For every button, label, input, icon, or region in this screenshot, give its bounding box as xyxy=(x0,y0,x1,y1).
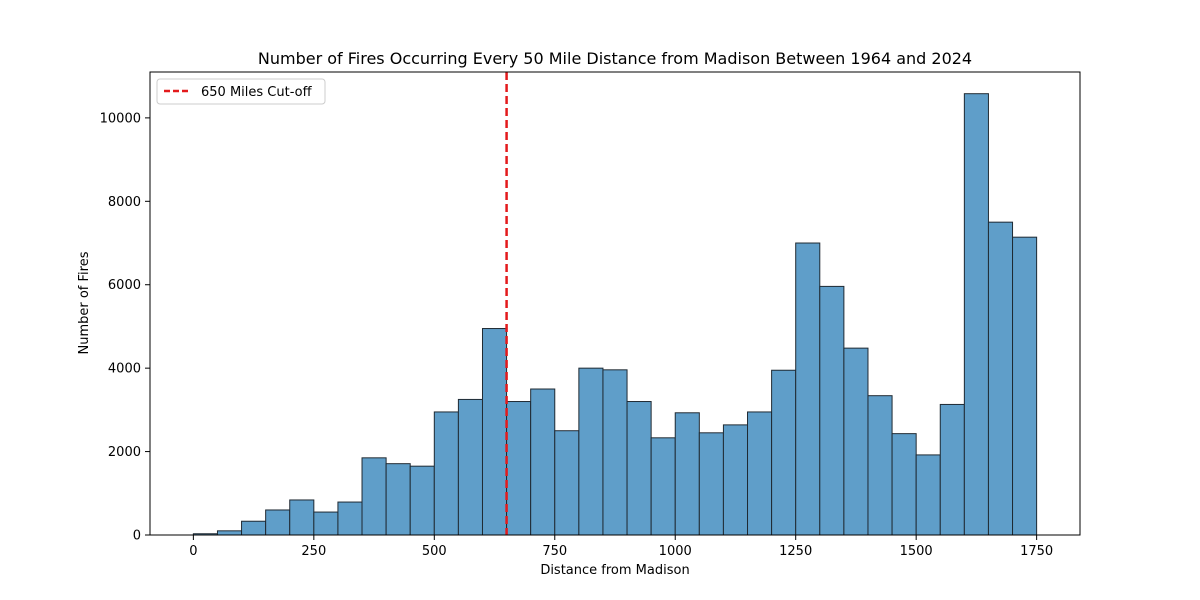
histogram-bar xyxy=(602,369,628,536)
histogram-bar xyxy=(554,430,580,536)
y-tick-label: 2000 xyxy=(108,445,141,460)
histogram-bar xyxy=(361,457,387,536)
histogram-bar xyxy=(457,398,483,536)
y-tick-label: 8000 xyxy=(108,195,141,210)
x-tick-label: 1000 xyxy=(659,544,692,559)
histogram-bar xyxy=(747,411,773,536)
y-tick-label: 6000 xyxy=(108,278,141,293)
histogram-bar xyxy=(385,463,411,536)
histogram-bar xyxy=(963,93,989,536)
x-tick-label: 1750 xyxy=(1020,544,1053,559)
chart-title: Number of Fires Occurring Every 50 Mile … xyxy=(258,49,972,68)
histogram-bar xyxy=(481,328,508,536)
x-tick-label: 0 xyxy=(189,544,197,559)
y-tick-label: 0 xyxy=(133,529,141,544)
histogram-bar xyxy=(650,437,676,536)
y-axis-title: Number of Fires xyxy=(77,251,92,354)
bars-group xyxy=(192,93,1038,536)
histogram-bar xyxy=(698,432,724,536)
x-axis-ticks: 0 250 500 750 1000 1250 1500 1750 xyxy=(189,535,1053,559)
y-tick-label: 10000 xyxy=(100,111,141,126)
histogram-bar xyxy=(987,221,1014,536)
histogram-bar xyxy=(891,433,917,536)
y-axis-ticks: 0 2000 4000 6000 8000 10000 xyxy=(100,111,150,544)
histogram-bar xyxy=(626,401,652,536)
plot-frame xyxy=(149,71,1081,536)
legend-label-cutoff: 650 Miles Cut-off xyxy=(201,85,313,100)
histogram-bar xyxy=(409,465,435,536)
histogram-bar xyxy=(674,412,700,536)
x-tick-label: 750 xyxy=(542,544,567,559)
x-axis-title: Distance from Madison xyxy=(540,563,689,578)
histogram-bar xyxy=(1012,236,1038,536)
x-tick-label: 500 xyxy=(422,544,447,559)
histogram-bar xyxy=(795,242,821,536)
histogram-bar xyxy=(771,369,797,536)
histogram-bar xyxy=(241,520,267,536)
histogram-bar xyxy=(433,411,459,536)
histogram-bar xyxy=(530,388,556,536)
x-tick-label: 1250 xyxy=(779,544,812,559)
histogram-bar xyxy=(337,501,363,536)
histogram-bar xyxy=(216,530,243,536)
histogram-bar xyxy=(506,401,532,536)
legend-box xyxy=(156,78,326,105)
histogram-bar xyxy=(843,347,869,536)
histogram-bar xyxy=(289,499,315,536)
histogram-bar xyxy=(313,511,339,536)
histogram-bar xyxy=(578,367,604,536)
histogram-bar xyxy=(265,509,291,536)
histogram-bar xyxy=(939,403,965,536)
histogram-bar xyxy=(819,285,845,536)
histogram-bar xyxy=(867,395,893,536)
legend: 650 Miles Cut-off xyxy=(156,78,326,105)
x-tick-label: 1500 xyxy=(900,544,933,559)
y-tick-label: 4000 xyxy=(108,362,141,377)
histogram-bar xyxy=(915,454,941,536)
histogram-bar xyxy=(722,424,749,536)
x-tick-label: 250 xyxy=(301,544,326,559)
